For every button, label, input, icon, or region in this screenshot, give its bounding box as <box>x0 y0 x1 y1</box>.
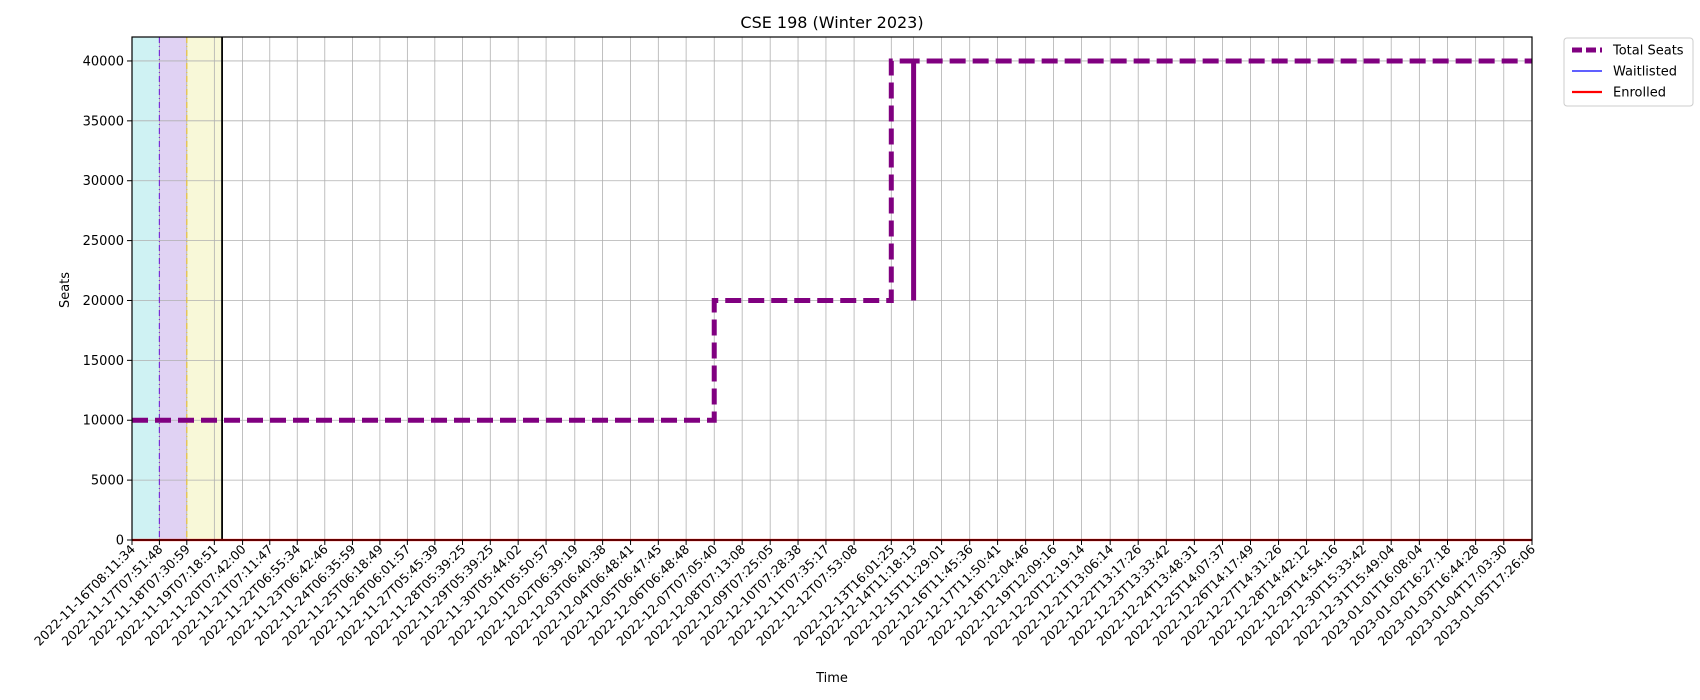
x-axis-label: Time <box>815 671 848 686</box>
shaded-region-3 <box>186 37 223 540</box>
y-tick-label-3: 10000 <box>83 414 124 429</box>
y-tick-label-8: 35000 <box>83 114 124 129</box>
y-tick-label-6: 25000 <box>83 234 124 249</box>
shaded-region-2 <box>159 37 187 540</box>
plot-area: 0 5000 10000 15000 20000 25000 30000 35000 40000… <box>31 36 1538 649</box>
series-line-total-seats <box>132 58 1532 423</box>
legend: Total Seats Waitlisted Enrolled <box>1563 37 1694 107</box>
y-tick-label-9: 40000 <box>83 54 124 69</box>
y-tick-label-4: 15000 <box>83 354 124 369</box>
legend-label-3: Enrolled <box>1613 86 1666 101</box>
shaded-region-1 <box>132 37 160 540</box>
legend-label-2: Waitlisted <box>1613 65 1677 80</box>
y-tick-label-5: 20000 <box>83 294 124 309</box>
y-tick-label-2: 5000 <box>91 474 124 489</box>
y-tick-label-1: 0 <box>116 534 124 549</box>
legend-box <box>1563 37 1694 107</box>
plot-frame <box>131 36 1533 541</box>
chart-title: CSE 198 (Winter 2023) <box>740 13 923 32</box>
y-tick-label-7: 30000 <box>83 174 124 189</box>
y-axis-label: Seats <box>58 272 73 308</box>
legend-label-1: Total Seats <box>1612 44 1684 59</box>
